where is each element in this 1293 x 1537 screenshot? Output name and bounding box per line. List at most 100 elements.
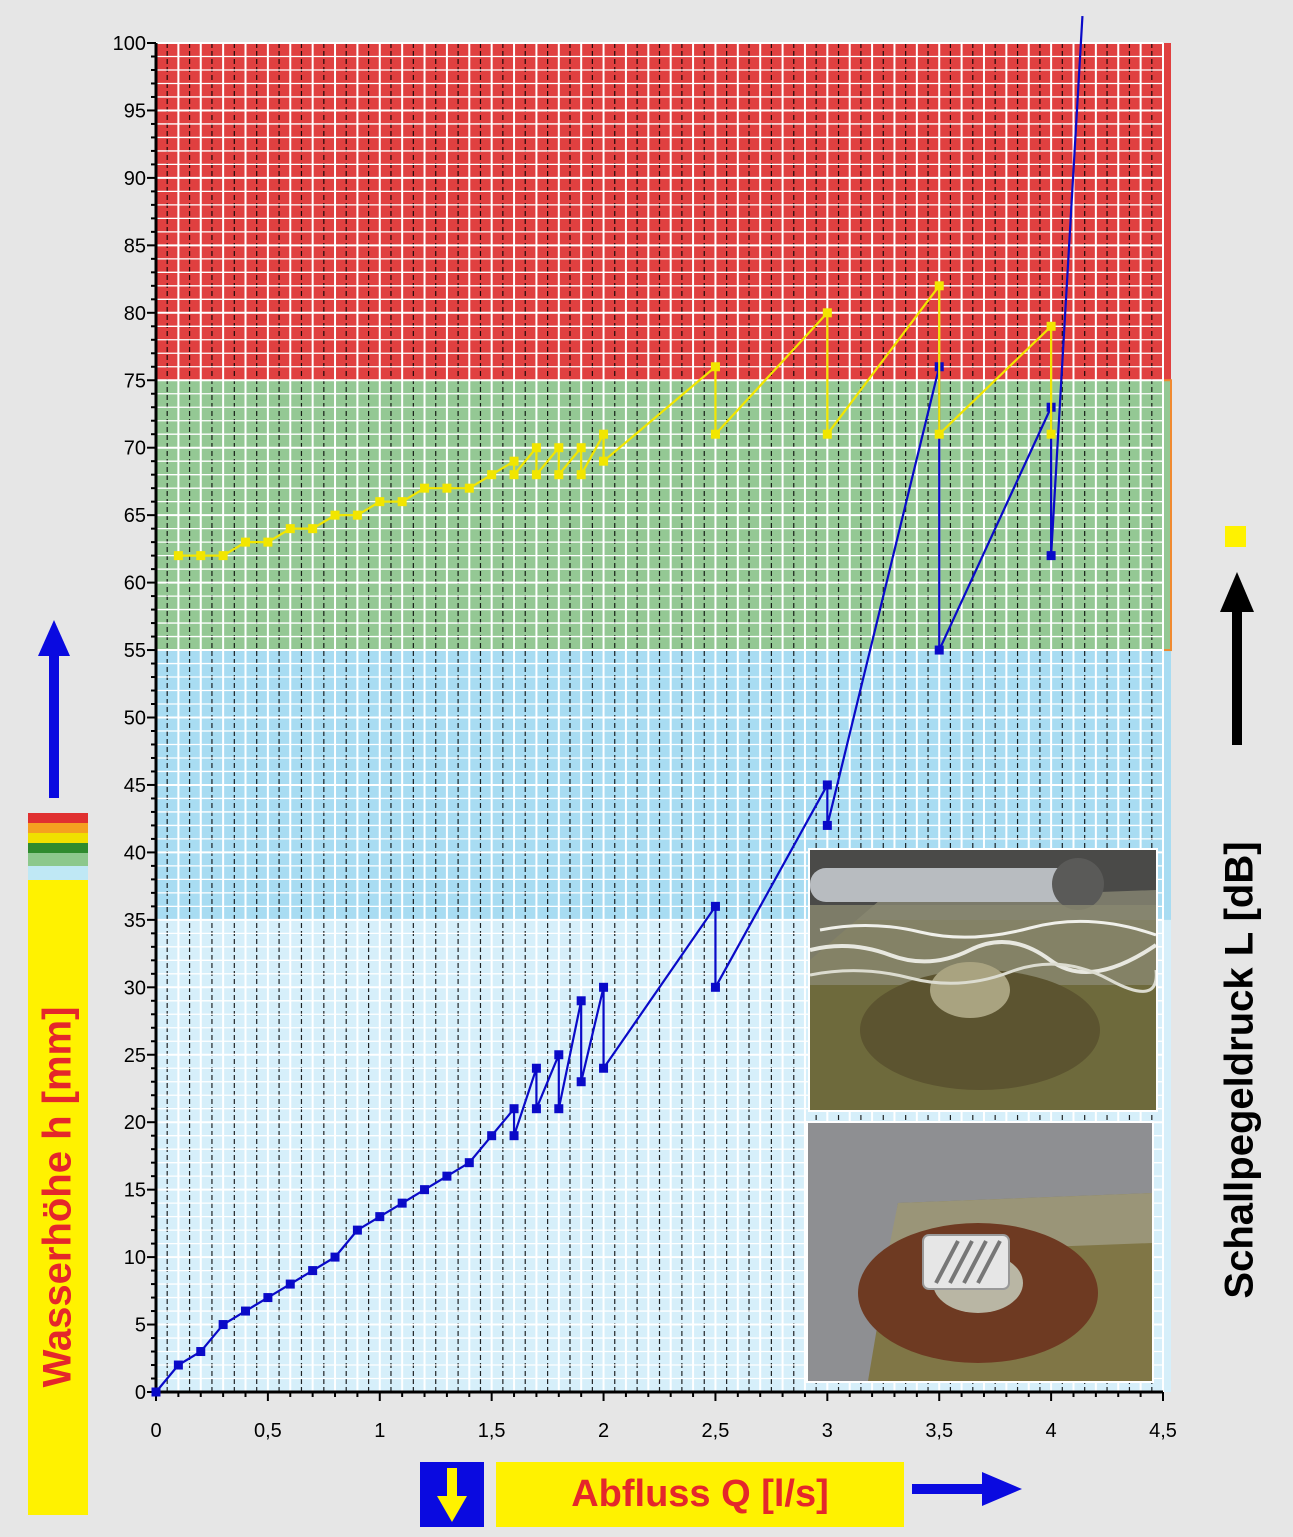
x-tick-label: 4: [1046, 1420, 1057, 1442]
x-tick-label: 1: [374, 1420, 385, 1442]
y2-axis-label: Schallpegeldruck L [dB]: [1217, 841, 1262, 1299]
data-point: [554, 1050, 564, 1060]
y-tick-label: 80: [124, 303, 146, 325]
y-tick-label: 65: [124, 505, 146, 527]
data-point: [710, 429, 720, 439]
data-point: [509, 456, 519, 466]
x-tick-label: 3,5: [925, 1420, 953, 1442]
data-point: [442, 483, 452, 493]
y-tick-label: 45: [124, 775, 146, 797]
data-point: [1046, 429, 1056, 439]
axes: [147, 42, 1164, 1401]
data-point: [509, 1104, 519, 1114]
tick-labels: 0510152025303540455055606570758085909510…: [113, 33, 1177, 1442]
data-point: [710, 901, 720, 911]
data-point: [420, 483, 430, 493]
data-point: [822, 308, 832, 318]
data-point: [330, 510, 340, 520]
data-point: [1046, 321, 1056, 331]
data-point: [531, 470, 541, 480]
y-tick-label: 0: [135, 1382, 146, 1404]
data-point: [934, 429, 944, 439]
x-tick-label: 3: [822, 1420, 833, 1442]
y-axis-label-box: [28, 880, 88, 1515]
data-point: [599, 982, 609, 992]
series-0: [151, 15, 1084, 1397]
data-point: [531, 1104, 541, 1114]
photo-drain-grate: [806, 1121, 1154, 1383]
data-point: [576, 996, 586, 1006]
data-point: [509, 1131, 519, 1141]
x-tick-label: 0: [150, 1420, 161, 1442]
data-point: [464, 1158, 474, 1168]
data-point: [509, 470, 519, 480]
x-axis-label: Abfluss Q [l/s]: [571, 1473, 829, 1515]
x-axis-label-box: Abfluss Q [l/s]: [496, 1462, 904, 1527]
data-point: [352, 1225, 362, 1235]
data-point: [330, 1252, 340, 1262]
y-tick-label: 15: [124, 1180, 146, 1202]
data-point: [285, 524, 295, 534]
data-point: [599, 456, 609, 466]
data-point: [263, 1293, 273, 1303]
data-point: [576, 443, 586, 453]
y-tick-label: 10: [124, 1247, 146, 1269]
data-point: [241, 1306, 251, 1316]
data-point: [173, 551, 183, 561]
data-point: [576, 470, 586, 480]
data-point: [196, 1347, 206, 1357]
arrow-up-black-icon: [1220, 572, 1254, 745]
data-point: [710, 982, 720, 992]
data-point: [352, 510, 362, 520]
y-tick-label: 50: [124, 708, 146, 730]
y-tick-label: 40: [124, 842, 146, 864]
data-point: [442, 1171, 452, 1181]
data-point: [308, 1266, 318, 1276]
data-point: [464, 483, 474, 493]
color-legend-icon: [28, 813, 88, 880]
y-tick-label: 100: [113, 33, 146, 55]
data-point: [554, 470, 564, 480]
y-tick-label: 30: [124, 977, 146, 999]
data-point: [420, 1185, 430, 1195]
y-tick-label: 75: [124, 370, 146, 392]
y-tick-label: 70: [124, 438, 146, 460]
data-point: [397, 1198, 407, 1208]
data-point: [263, 537, 273, 547]
data-point: [375, 497, 385, 507]
data-point: [151, 1387, 161, 1397]
data-point: [599, 429, 609, 439]
band-3: [156, 43, 1171, 381]
data-point: [576, 1077, 586, 1087]
data-point: [241, 537, 251, 547]
data-point: [822, 780, 832, 790]
data-point: [599, 1063, 609, 1073]
x-tick-label: 2,5: [702, 1420, 730, 1442]
data-point: [218, 1320, 228, 1330]
data-point: [375, 1212, 385, 1222]
y-tick-label: 55: [124, 640, 146, 662]
y-tick-label: 95: [124, 100, 146, 122]
arrow-up-icon: [38, 620, 70, 798]
photo-flowing-water: [808, 848, 1158, 1112]
decorations: [28, 526, 1254, 1527]
x-tick-label: 4,5: [1149, 1420, 1177, 1442]
x-tick-label: 0,5: [254, 1420, 282, 1442]
data-point: [308, 524, 318, 534]
x-tick-label: 1,5: [478, 1420, 506, 1442]
series-1: [173, 281, 1056, 561]
data-point: [487, 1131, 497, 1141]
series: [151, 15, 1084, 1397]
yellow-marker-icon: [1225, 526, 1246, 547]
data-point: [822, 820, 832, 830]
y-tick-label: 90: [124, 168, 146, 190]
data-point: [285, 1279, 295, 1289]
x-tick-label: 2: [598, 1420, 609, 1442]
data-point: [397, 497, 407, 507]
y-tick-label: 5: [135, 1315, 146, 1337]
y-axis-label: Wasserhöhe h [mm]: [35, 1006, 80, 1388]
data-point: [196, 551, 206, 561]
y-tick-label: 25: [124, 1045, 146, 1067]
data-point: [710, 362, 720, 372]
data-point: [822, 429, 832, 439]
